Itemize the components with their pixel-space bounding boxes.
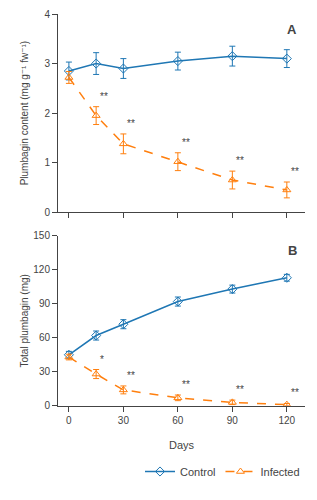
svg-text:2: 2	[44, 108, 50, 119]
svg-text:30: 30	[118, 415, 130, 426]
svg-text:Control: Control	[180, 466, 215, 478]
svg-text:**: **	[182, 137, 190, 148]
svg-text:0: 0	[44, 400, 50, 411]
svg-text:1: 1	[44, 157, 50, 168]
svg-text:90: 90	[39, 298, 51, 309]
svg-text:3: 3	[44, 58, 50, 69]
svg-text:**: **	[127, 118, 135, 129]
svg-text:90: 90	[227, 415, 239, 426]
svg-text:Days: Days	[169, 439, 195, 451]
svg-text:**: **	[236, 384, 244, 395]
svg-text:0: 0	[66, 415, 72, 426]
svg-text:**: **	[100, 91, 108, 102]
svg-text:4: 4	[44, 9, 50, 20]
svg-text:**: **	[127, 370, 135, 381]
svg-text:**: **	[291, 387, 299, 398]
svg-text:60: 60	[39, 332, 51, 343]
svg-text:60: 60	[172, 415, 184, 426]
svg-text:0: 0	[44, 207, 50, 218]
svg-text:*: *	[100, 354, 104, 365]
svg-text:120: 120	[33, 264, 50, 275]
svg-text:150: 150	[33, 230, 50, 241]
svg-text:Infected: Infected	[260, 466, 299, 478]
svg-text:A: A	[287, 22, 297, 37]
svg-text:30: 30	[39, 366, 51, 377]
svg-text:120: 120	[278, 415, 295, 426]
svg-text:**: **	[291, 166, 299, 177]
svg-text:**: **	[182, 379, 190, 390]
svg-text:B: B	[288, 243, 297, 258]
svg-text:Total plumbagin (mg): Total plumbagin (mg)	[19, 274, 30, 367]
svg-text:Plumbagin content (mg g⁻¹ fw⁻¹: Plumbagin content (mg g⁻¹ fw⁻¹)	[19, 41, 30, 186]
svg-text:**: **	[236, 155, 244, 166]
